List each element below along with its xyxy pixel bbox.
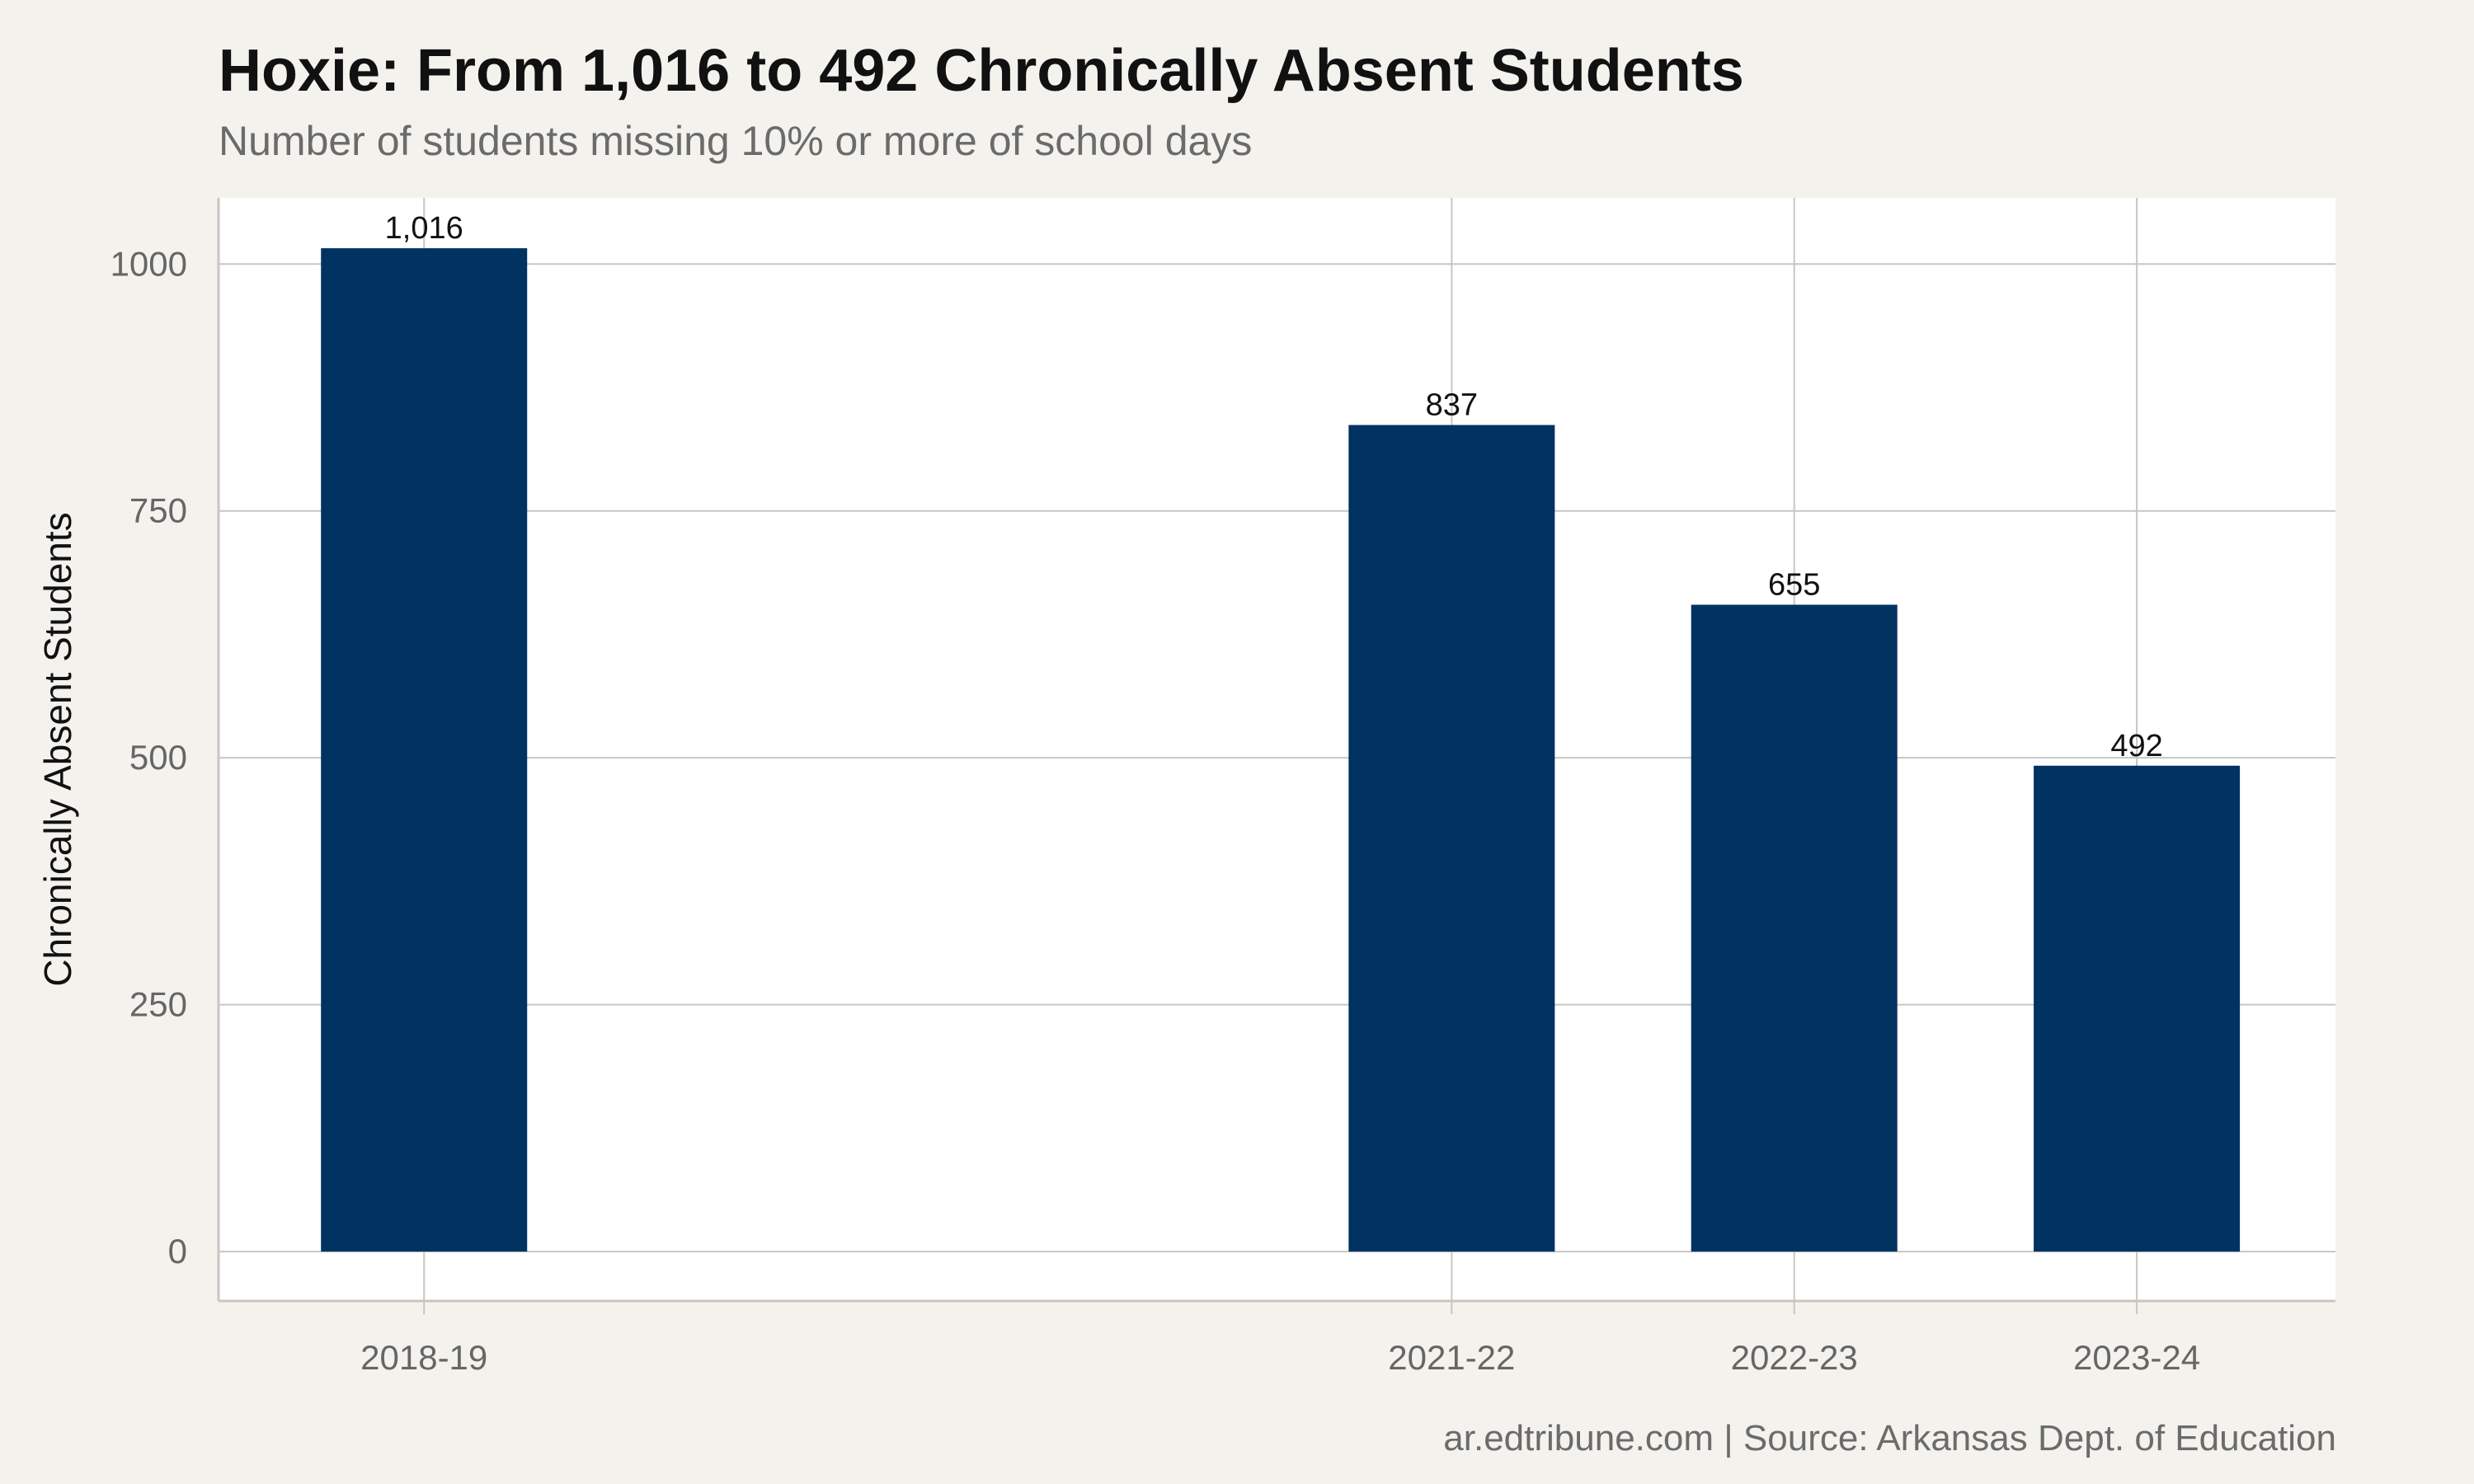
plot-panel <box>219 198 2335 1301</box>
data-label: 655 <box>1768 568 1820 603</box>
data-label: 492 <box>2110 729 2162 763</box>
y-tick-label: 500 <box>129 738 187 777</box>
y-axis-title: Chronically Absent Students <box>36 512 79 986</box>
chart-title: Hoxie: From 1,016 to 492 Chronically Abs… <box>219 38 1744 104</box>
data-label: 1,016 <box>385 211 463 246</box>
bar-2022-23 <box>1691 604 1898 1252</box>
bar-2021-22 <box>1348 425 1555 1252</box>
y-tick-label: 0 <box>168 1232 187 1270</box>
data-label: 837 <box>1426 388 1478 423</box>
source-caption: ar.edtribune.com | Source: Arkansas Dept… <box>1443 1418 2336 1458</box>
bar-2023-24 <box>2034 765 2241 1252</box>
x-tick-label: 2021-22 <box>1388 1338 1515 1377</box>
y-tick-label: 250 <box>129 985 187 1024</box>
chart-subtitle: Number of students missing 10% or more o… <box>219 118 1253 164</box>
y-tick-label: 750 <box>129 491 187 530</box>
bar-2018-19 <box>321 248 528 1252</box>
y-tick-label: 1000 <box>111 244 187 283</box>
x-tick-label: 2023-24 <box>2073 1338 2200 1377</box>
x-tick-label: 2018-19 <box>360 1338 487 1377</box>
x-tick-label: 2022-23 <box>1731 1338 1858 1377</box>
